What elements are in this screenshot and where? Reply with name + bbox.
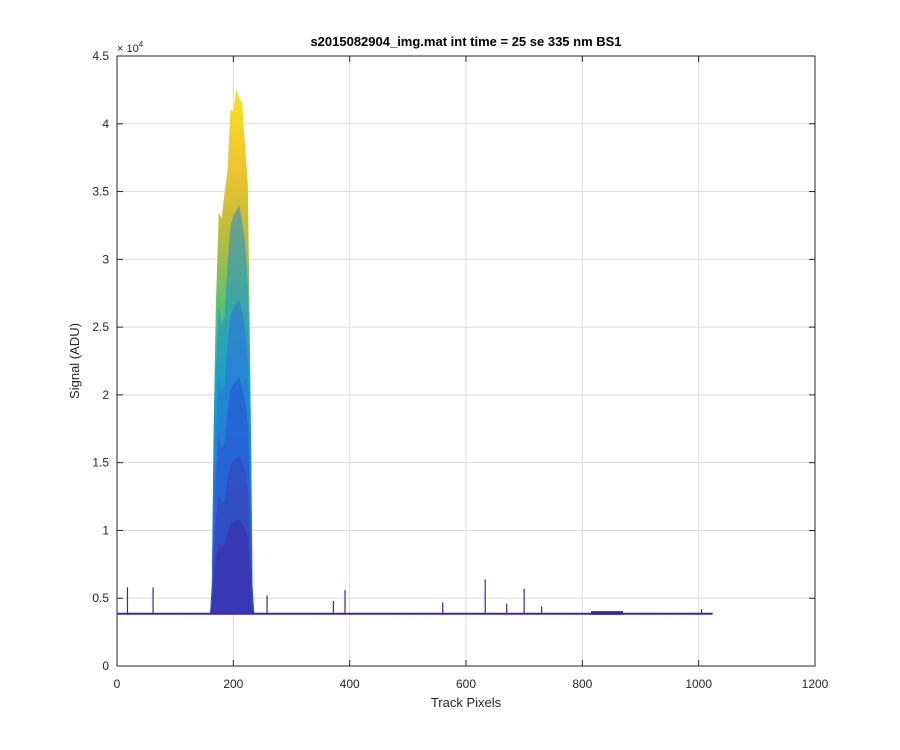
y-exponent-base: × 10 xyxy=(117,43,139,55)
x-tick-label: 800 xyxy=(572,677,592,691)
y-tick-label: 1 xyxy=(102,523,109,537)
y-tick-label: 0 xyxy=(102,659,109,673)
x-tick-label: 600 xyxy=(456,677,476,691)
y-tick-label: 3 xyxy=(102,252,109,266)
y-exponent-label: × 104 xyxy=(117,40,144,55)
y-tick-label: 2 xyxy=(102,388,109,402)
y-tick-label: 2.5 xyxy=(92,320,109,334)
x-tick-label: 400 xyxy=(340,677,360,691)
y-axis-label: Signal (ADU) xyxy=(67,323,82,399)
chart-title: s2015082904_img.mat int time = 25 se 335… xyxy=(310,34,621,49)
signal-peak-trace xyxy=(210,519,255,614)
x-tick-label: 1200 xyxy=(802,677,829,691)
x-tick-label: 1000 xyxy=(685,677,712,691)
data-layer xyxy=(117,88,713,615)
y-tick-label: 3.5 xyxy=(92,185,109,199)
y-tick-label: 1.5 xyxy=(92,456,109,470)
x-tick-label: 0 xyxy=(114,677,121,691)
y-tick-labels: 0 0.5 1 1.5 2 2.5 3 3.5 4 4.5 xyxy=(92,49,109,673)
y-tick-label: 4.5 xyxy=(92,49,109,63)
y-tick-label: 0.5 xyxy=(92,591,109,605)
y-tick-label: 4 xyxy=(102,117,109,131)
baseline-bump xyxy=(591,611,624,615)
ticks xyxy=(116,55,816,667)
x-axis-label: Track Pixels xyxy=(431,695,502,710)
y-exponent-power: 4 xyxy=(139,40,144,49)
x-tick-labels: 0 200 400 600 800 1000 1200 xyxy=(114,677,829,691)
x-tick-label: 200 xyxy=(223,677,243,691)
